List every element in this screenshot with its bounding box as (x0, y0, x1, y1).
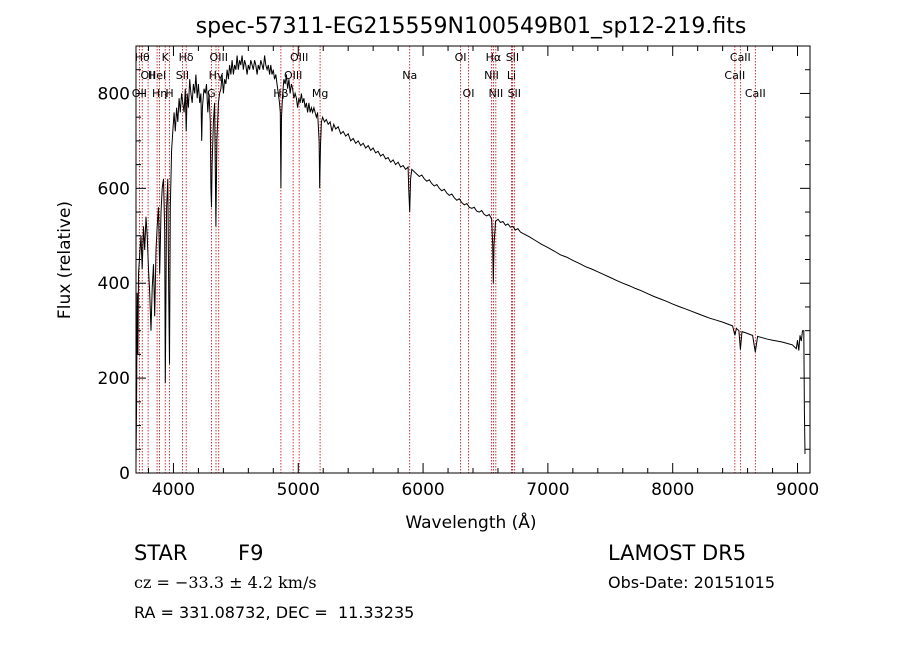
plot-frame (135, 45, 811, 474)
coordinates: RA = 331.08732, DEC = 11.33235 (134, 603, 415, 622)
line-label: CaII (724, 69, 745, 82)
line-label: SII (508, 87, 521, 100)
spectral-line-markers (138, 46, 756, 473)
line-label: OI (463, 87, 475, 100)
line-label: HeI (148, 69, 166, 82)
y-tick-label: 600 (98, 179, 130, 199)
line-label: NII (484, 69, 499, 82)
line-label: NII (488, 87, 503, 100)
axis-ticks: 4000 5000 6000 7000 8000 9000 0 200 400 600 800 (98, 45, 819, 500)
line-label: OI (455, 51, 467, 64)
y-tick-label: 0 (119, 464, 130, 484)
redshift-velocity: cz = −33.3 ± 4.2 km/s (134, 573, 317, 592)
spectrum-line (135, 55, 806, 464)
line-label: Mg (312, 87, 328, 100)
line-label: K (162, 51, 170, 64)
object-subclass: F9 (238, 541, 264, 565)
line-label: Hβ (273, 87, 288, 100)
line-label: CaII (745, 87, 766, 100)
spectral-line-labels: OIIHθOIIHeIHηKHSIIHδGHγOIIIHβOIIIOIIIMgN… (132, 51, 766, 100)
line-label: OII (132, 87, 147, 100)
survey-name: LAMOST DR5 (608, 541, 747, 565)
line-label: OIII (284, 69, 302, 82)
line-label: H (165, 87, 173, 100)
x-tick-label: 9000 (776, 480, 819, 500)
line-label: Li (507, 69, 516, 82)
x-axis-label: Wavelength (Å) (405, 511, 536, 533)
y-tick-label: 800 (98, 84, 130, 104)
x-tick-label: 7000 (526, 480, 569, 500)
y-tick-label: 400 (98, 274, 130, 294)
line-label: OIII (210, 51, 228, 64)
chart-title: spec-57311-EG215559N100549B01_sp12-219.f… (196, 14, 747, 39)
y-axis-label: Flux (relative) (55, 201, 75, 319)
line-label: Hθ (135, 51, 150, 64)
line-label: Hα (486, 51, 502, 64)
line-label: Hγ (209, 69, 224, 82)
line-label: Hη (152, 87, 167, 100)
x-tick-label: 4000 (152, 480, 195, 500)
observation-date: Obs-Date: 20151015 (608, 573, 776, 592)
line-label: SII (176, 69, 189, 82)
line-label: Hδ (179, 51, 194, 64)
line-label: OIII (290, 51, 308, 64)
x-tick-label: 8000 (651, 480, 694, 500)
line-label: OII (141, 69, 156, 82)
line-label: G (207, 87, 216, 100)
line-label: CaII (730, 51, 751, 64)
object-class: STAR (134, 541, 188, 565)
line-label: Na (402, 69, 417, 82)
line-label: SII (506, 51, 519, 64)
y-tick-label: 200 (98, 369, 130, 389)
x-tick-label: 5000 (277, 480, 320, 500)
x-tick-label: 6000 (401, 480, 444, 500)
